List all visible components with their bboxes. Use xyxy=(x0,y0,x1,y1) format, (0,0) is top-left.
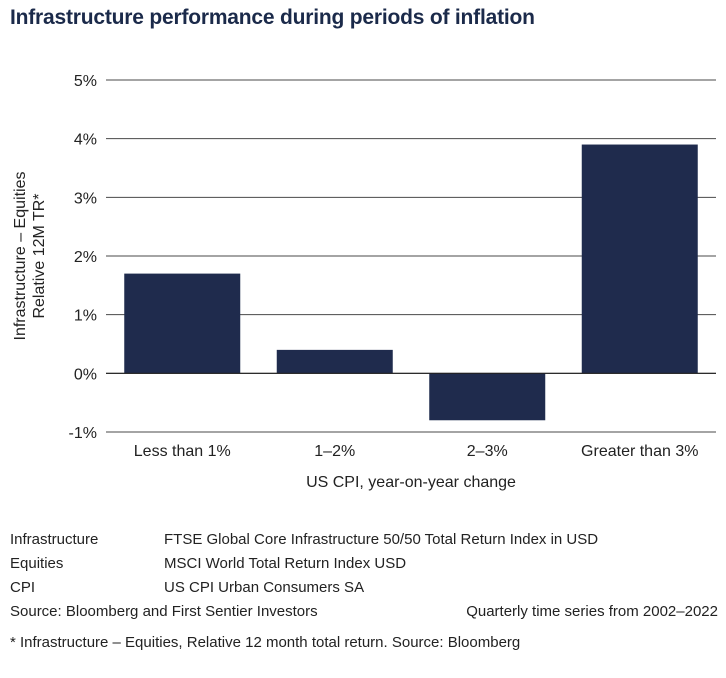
bar xyxy=(124,273,241,374)
source-text: Source: Bloomberg and First Sentier Inve… xyxy=(10,603,318,620)
note-value: FTSE Global Core Infrastructure 50/50 To… xyxy=(164,531,599,548)
y-axis-label: Infrastructure – Equities xyxy=(12,172,29,341)
note-key: Equities xyxy=(10,555,64,572)
note-row-infrastructure: Infrastructure FTSE Global Core Infrastr… xyxy=(10,528,720,552)
x-axis-label: US CPI, year-on-year change xyxy=(306,474,516,491)
series-note: Quarterly time series from 2002–2022 xyxy=(466,603,718,620)
notes-block: Infrastructure FTSE Global Core Infrastr… xyxy=(10,528,720,624)
x-tick-label: 2–3% xyxy=(467,443,508,460)
x-tick-label: 1–2% xyxy=(314,443,355,460)
bar xyxy=(581,144,698,374)
note-value: MSCI World Total Return Index USD xyxy=(164,555,407,572)
y-tick-label: 5% xyxy=(74,73,97,90)
y-axis-label: Relative 12M TR* xyxy=(31,193,48,318)
source-row: Source: Bloomberg and First Sentier Inve… xyxy=(10,600,720,624)
bar-chart: 5% 4% 3% 2% 1% 0% -1% Less than 1% 1–2% 2–3% Great… xyxy=(12,73,716,491)
note-key: Infrastructure xyxy=(10,531,99,548)
y-tick-label: 1% xyxy=(74,308,97,325)
y-tick-label: 4% xyxy=(74,132,97,149)
x-tick-label: Less than 1% xyxy=(134,443,231,460)
bar xyxy=(429,373,546,421)
y-tick-label: 0% xyxy=(74,366,97,383)
bar xyxy=(276,349,393,374)
note-key: CPI xyxy=(10,579,36,596)
chart-title: Infrastructure performance during period… xyxy=(10,6,535,29)
y-tick-label: 3% xyxy=(74,190,97,207)
x-tick-label: Greater than 3% xyxy=(581,443,698,460)
y-tick-label: 2% xyxy=(74,249,97,266)
y-tick-label: -1% xyxy=(69,425,97,442)
note-row-equities: Equities MSCI World Total Return Index U… xyxy=(10,552,720,576)
note-value: US CPI Urban Consumers SA xyxy=(164,579,365,596)
footnote: * Infrastructure – Equities, Relative 12… xyxy=(10,634,521,651)
note-row-cpi: CPI US CPI Urban Consumers SA xyxy=(10,576,720,600)
